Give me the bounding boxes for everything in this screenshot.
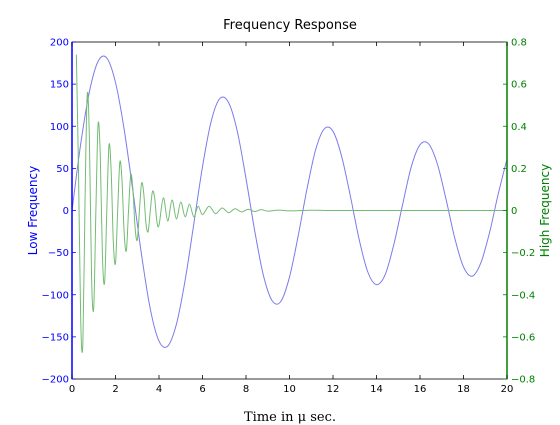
left-y-tick-label: −150	[42, 332, 69, 343]
x-tick-label: 18	[457, 384, 470, 395]
x-tick-label: 2	[112, 384, 118, 395]
chart-title: Frequency Response	[223, 18, 357, 33]
right-y-tick-label: −0.8	[511, 375, 535, 386]
right-y-tick-label: 0.2	[511, 164, 527, 175]
plot-lines	[71, 54, 508, 353]
right-y-axis: 0.8 0.6 0.4 0.2 0 −0.2 −0.4 −0.6 −0.8	[503, 38, 535, 386]
right-axis-label: High Frequency	[538, 164, 552, 257]
right-y-tick-label: −0.2	[511, 248, 535, 259]
right-y-tick-label: 0	[511, 206, 517, 217]
x-tick-label: 4	[156, 384, 162, 395]
left-y-tick-label: 50	[56, 164, 69, 175]
right-y-tick-label: −0.6	[511, 332, 535, 343]
left-y-tick-label: 100	[50, 122, 69, 133]
x-axis-label: Time in μ sec.	[244, 410, 336, 425]
left-axis-label: Low Frequency	[26, 166, 40, 255]
x-tick-label: 16	[414, 384, 427, 395]
left-y-tick-label: 150	[50, 80, 69, 91]
right-y-tick-label: −0.4	[511, 290, 535, 301]
right-y-tick-label: 0.6	[511, 80, 527, 91]
x-tick-label: 20	[501, 384, 514, 395]
high-frequency-series-line	[75, 54, 507, 353]
left-y-tick-label: −200	[42, 375, 69, 386]
right-y-tick-label: 0.8	[511, 38, 527, 49]
left-y-axis: 200 150 100 50 0 −50 −100 −150 −200	[42, 38, 76, 386]
x-tick-label: 10	[283, 384, 296, 395]
x-tick-label: 6	[199, 384, 205, 395]
x-axis: 0 2 4 6 8 10 12 14 16 18 20	[69, 42, 514, 395]
x-tick-label: 14	[370, 384, 383, 395]
low-frequency-series-line	[71, 55, 508, 348]
left-y-tick-label: 200	[50, 38, 69, 49]
right-y-tick-label: 0.4	[511, 122, 527, 133]
left-y-tick-label: −100	[42, 290, 69, 301]
left-y-tick-label: −50	[48, 248, 69, 259]
x-tick-label: 8	[243, 384, 249, 395]
left-y-tick-label: 0	[63, 206, 69, 217]
x-tick-label: 0	[69, 384, 75, 395]
x-tick-label: 12	[327, 384, 340, 395]
